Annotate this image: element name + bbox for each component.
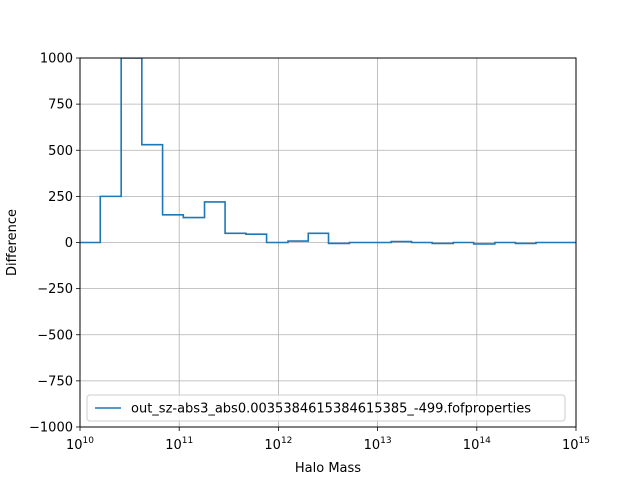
y-tick-label: 250: [48, 190, 73, 205]
legend-label: out_sz-abs3_abs0.0035384615384615385_-49…: [131, 402, 531, 417]
y-axis-ticks: 1000 750 500 250 0 −250 −500 −750 −1000: [29, 52, 80, 436]
y-tick-label: −500: [37, 328, 73, 343]
series-layer: [80, 58, 576, 245]
y-tick-label: 750: [48, 98, 73, 113]
x-tick-label: 1010: [66, 436, 94, 453]
x-tick-label: 1012: [264, 436, 292, 453]
series-line: [80, 58, 576, 245]
x-axis-label: Halo Mass: [295, 461, 361, 476]
y-tick-label: −750: [37, 374, 73, 389]
y-axis-label: Difference: [5, 209, 20, 276]
x-tick-label: 1011: [165, 436, 193, 453]
x-tick-label: 1014: [463, 436, 491, 453]
x-tick-label: 1013: [364, 436, 392, 453]
y-tick-label: −1000: [29, 421, 73, 436]
y-tick-label: 500: [48, 144, 73, 159]
x-tick-label: 1015: [562, 436, 590, 453]
y-tick-label: −250: [37, 282, 73, 297]
legend: out_sz-abs3_abs0.0035384615384615385_-49…: [86, 394, 566, 422]
legend-box: [86, 394, 566, 422]
y-tick-label: 1000: [40, 52, 73, 67]
x-axis-ticks: 1010 1011 1012 1013 1014 1015: [66, 427, 590, 453]
y-tick-label: 0: [65, 236, 73, 251]
